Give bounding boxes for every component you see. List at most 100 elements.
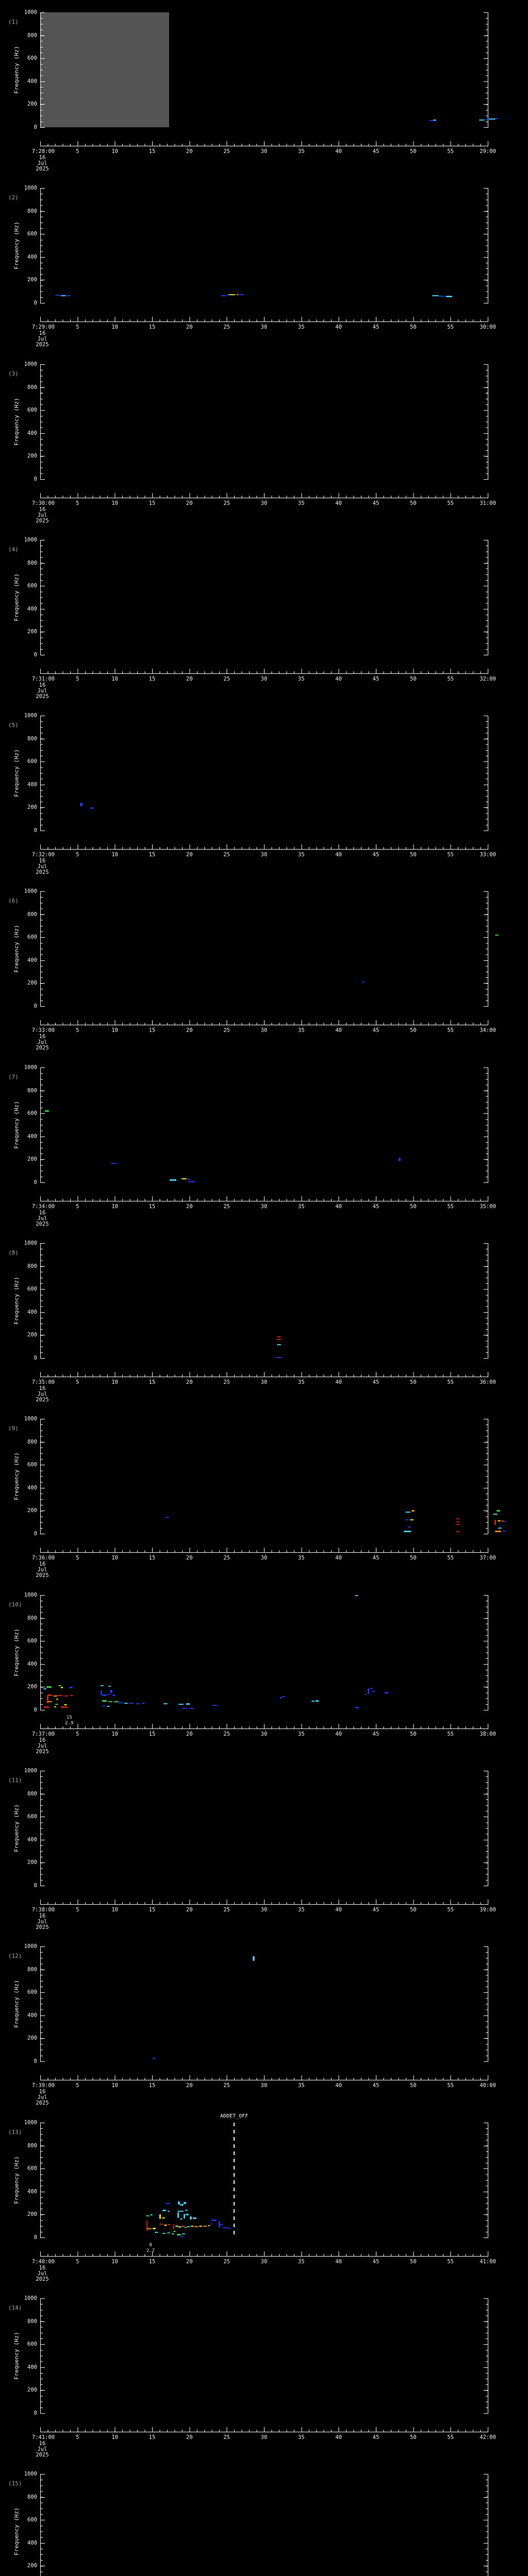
x-tick-label: 45 — [372, 1555, 380, 1561]
detection-point — [494, 1519, 496, 1525]
x-tick-label: 15 — [148, 500, 156, 506]
detection-point — [112, 1694, 116, 1696]
y-axis-line — [40, 2123, 41, 2238]
right-axis-major-tick — [484, 1618, 488, 1619]
x-tick-label: 20 — [186, 2434, 193, 2441]
y-axis-major-tick — [41, 127, 45, 128]
detection-point — [56, 1698, 59, 1700]
y-tick-label: 400 — [27, 78, 37, 84]
y-axis-major-tick — [41, 2474, 45, 2475]
right-axis-minor-ticks — [486, 716, 488, 831]
detection-point — [179, 2218, 183, 2220]
date-label-line: 16 — [39, 1210, 46, 1216]
detection-point — [456, 1531, 460, 1532]
x-axis-line — [40, 849, 488, 850]
right-axis-major-tick — [484, 891, 488, 892]
right-axis-major-tick — [484, 211, 488, 212]
x-axis-major-ticks — [40, 844, 488, 849]
detection-point — [361, 981, 365, 983]
y-tick-label: 400 — [27, 2012, 37, 2019]
detection-point — [227, 294, 232, 296]
detection-point — [275, 1357, 283, 1358]
x-tick-label: 45 — [372, 852, 380, 858]
y-axis-minor-ticks — [41, 1067, 43, 1183]
detection-point — [47, 1694, 53, 1696]
y-tick-label: 1000 — [24, 2471, 37, 2477]
x-end-time-label: 40:00 — [480, 2082, 496, 2089]
y-tick-label: 400 — [27, 430, 37, 436]
right-axis-major-tick — [484, 1946, 488, 1947]
y-tick-label: 400 — [27, 253, 37, 260]
right-axis-minor-ticks — [486, 2123, 488, 2238]
detection-point — [171, 2233, 175, 2234]
frequency-axis-title: Frequency (Hz) — [13, 1100, 20, 1149]
detection-point — [433, 119, 437, 121]
date-label-line: Jul — [37, 160, 47, 166]
x-tick-label: 45 — [372, 1907, 380, 1913]
x-tick-label: 50 — [410, 324, 417, 330]
right-axis-major-tick — [484, 387, 488, 388]
y-axis-line — [40, 2298, 41, 2414]
x-tick-label: 40 — [335, 852, 342, 858]
detection-point — [70, 1695, 73, 1697]
date-label-line: Jul — [37, 512, 47, 518]
x-tick-label: 10 — [111, 1907, 118, 1913]
x-end-time-label: 36:00 — [480, 1379, 496, 1385]
y-tick-label: 400 — [27, 1309, 37, 1315]
detection-point — [136, 1703, 140, 1704]
x-tick-label: 35 — [298, 1555, 305, 1561]
frequency-axis-title: Frequency (Hz) — [13, 2331, 20, 2380]
x-tick-label: 30 — [260, 1379, 268, 1385]
frequency-axis-title: Frequency (Hz) — [13, 397, 20, 446]
detection-point — [189, 1707, 194, 1709]
x-tick-label: 20 — [186, 1907, 193, 1913]
y-axis-major-tick — [41, 1289, 45, 1290]
right-axis-major-tick — [484, 2168, 488, 2170]
date-label-line: 2025 — [36, 518, 49, 524]
x-tick-label: 10 — [111, 1027, 118, 1033]
y-tick-label: 200 — [27, 804, 37, 811]
detection-point — [60, 1687, 63, 1688]
y-axis-line — [40, 188, 41, 303]
x-axis-major-ticks — [40, 1372, 488, 1377]
detection-point — [175, 2226, 178, 2227]
x-tick-label: 55 — [447, 500, 454, 506]
right-axis-major-tick — [484, 937, 488, 938]
y-tick-label: 0 — [34, 1179, 37, 1185]
y-tick-label: 1000 — [24, 713, 37, 719]
x-tick-label: 30 — [260, 1555, 268, 1561]
x-tick-label: 5 — [76, 676, 79, 682]
right-axis-major-tick — [484, 410, 488, 411]
y-tick-label: 0 — [34, 1355, 37, 1361]
x-tick-label: 30 — [260, 1204, 268, 1210]
spectrogram-panel: (15)Frequency (Hz)020040060080010007:42:… — [0, 2462, 528, 2576]
detection-point — [227, 2228, 230, 2229]
x-tick-label: 40 — [335, 2259, 342, 2265]
y-axis-line — [40, 1419, 41, 1534]
x-tick-label: 35 — [298, 852, 305, 858]
y-tick-label: 600 — [27, 1462, 37, 1468]
x-tick-label: 55 — [447, 2434, 454, 2441]
y-axis-minor-ticks — [41, 2123, 43, 2238]
y-axis-major-tick — [41, 891, 45, 892]
detection-point — [203, 2226, 207, 2227]
x-tick-label: 15 — [148, 1379, 156, 1385]
x-tick-label: 45 — [372, 2082, 380, 2089]
detection-point — [277, 1339, 281, 1341]
x-tick-label: 20 — [186, 324, 193, 330]
y-axis-minor-ticks — [41, 716, 43, 831]
right-axis-major-tick — [484, 2497, 488, 2498]
detection-point — [102, 1694, 107, 1696]
x-tick-label: 5 — [76, 1027, 79, 1033]
detection-point — [159, 2223, 163, 2225]
detection-point — [110, 1690, 112, 1693]
y-axis-major-tick — [41, 761, 45, 762]
panel-index-label: (8) — [8, 1249, 19, 1256]
date-label-line: 16 — [39, 155, 46, 161]
y-tick-label: 400 — [27, 2539, 37, 2546]
detection-point — [364, 1693, 367, 1695]
y-tick-label: 600 — [27, 934, 37, 941]
y-axis-major-tick — [41, 2413, 45, 2414]
x-tick-label: 25 — [223, 2082, 230, 2089]
right-axis-major-tick — [484, 104, 488, 105]
